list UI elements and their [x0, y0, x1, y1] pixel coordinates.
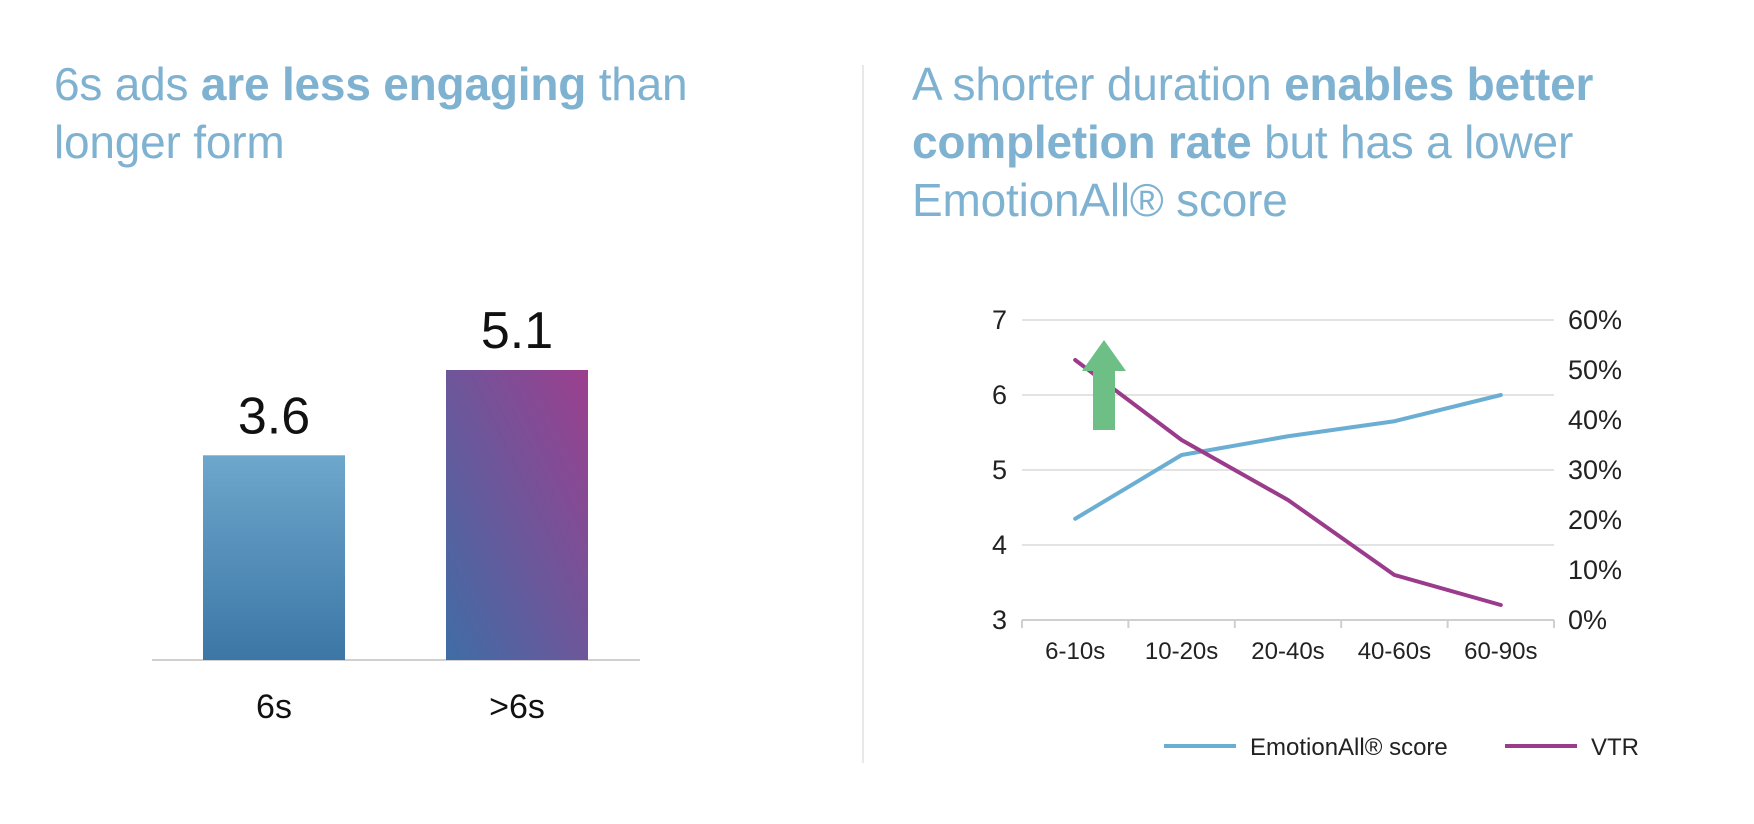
left-title-regular: 6s ads — [54, 58, 201, 110]
x-axis-tick-label: 60-90s — [1464, 638, 1537, 665]
x-axis-tick-label: 6-10s — [1045, 638, 1105, 665]
bar-6s — [203, 455, 345, 660]
x-axis-tick-label: 20-40s — [1251, 638, 1324, 665]
left-axis-tick-label: 6 — [992, 380, 1007, 410]
right-axis-tick-label: 50% — [1568, 355, 1622, 385]
x-axis-tick-label: 10-20s — [1145, 638, 1218, 665]
bar-value-label: 3.6 — [238, 387, 310, 445]
right-axis-tick-label: 10% — [1568, 555, 1622, 585]
left-axis-tick-label: 5 — [992, 455, 1007, 485]
left-axis-tick-label: 3 — [992, 605, 1007, 635]
right-axis-tick-label: 40% — [1568, 405, 1622, 435]
right-axis-tick-label: 20% — [1568, 505, 1622, 535]
legend-label: VTR — [1591, 734, 1639, 761]
x-axis-tick-label: 40-60s — [1358, 638, 1431, 665]
bar-value-label: 5.1 — [481, 302, 553, 360]
right-title-regular: A shorter duration — [912, 58, 1285, 110]
legend-label: EmotionAll® score — [1250, 734, 1448, 761]
bar-category-label: 6s — [256, 688, 292, 726]
emotionall-series-line — [1073, 393, 1503, 521]
right-title-bold: enables better completion rate — [912, 58, 1594, 168]
right-title-tail: but has a lower EmotionAll® score — [912, 116, 1574, 226]
left-title-bold: are less engaging — [200, 58, 587, 110]
left-title-tail: than longer form — [54, 58, 688, 168]
right-panel-title: A shorter duration enables better comple… — [912, 55, 1692, 229]
panel-divider — [862, 65, 864, 763]
vtr-series-line — [1073, 358, 1503, 607]
bar-gt6s — [446, 370, 588, 660]
left-axis-tick-label: 4 — [992, 530, 1007, 560]
bar-category-label: >6s — [489, 688, 545, 726]
bar-chart: 3.6 6s 5.1 >6s — [152, 302, 640, 726]
up-arrow-icon — [1082, 340, 1126, 430]
right-axis-tick-label: 30% — [1568, 455, 1622, 485]
left-axis-tick-label: 7 — [992, 305, 1007, 335]
left-panel-title: 6s ads are less engaging than longer for… — [54, 55, 774, 171]
right-axis-tick-label: 60% — [1568, 305, 1622, 335]
right-axis-tick-label: 0% — [1568, 605, 1607, 635]
